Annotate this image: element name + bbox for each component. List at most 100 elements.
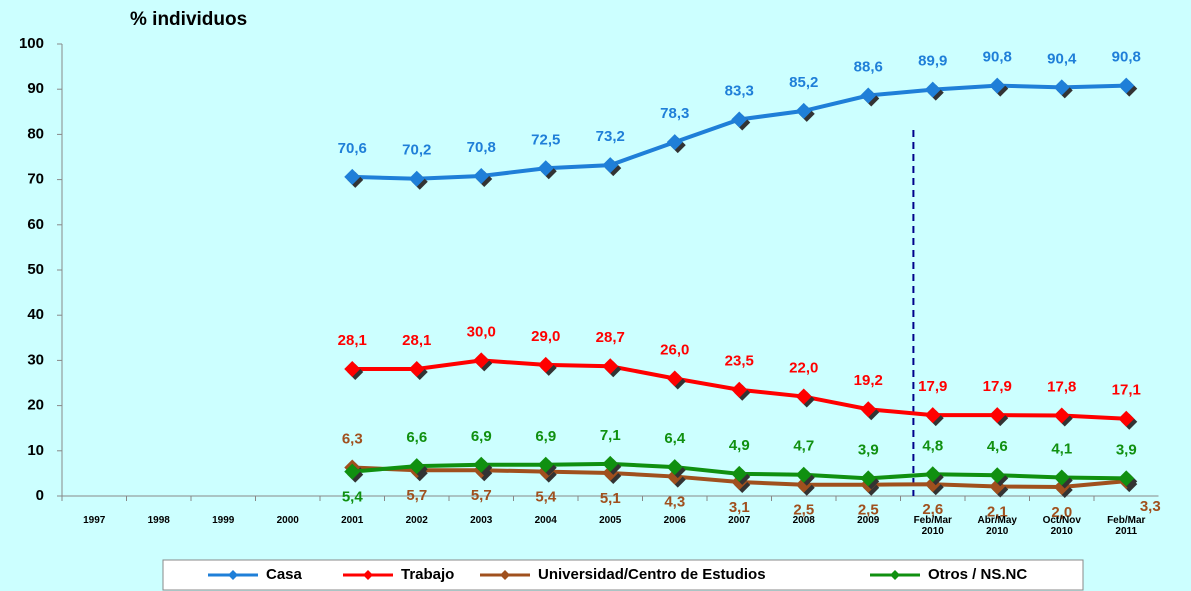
data-label: 17,9 <box>983 378 1012 395</box>
data-label: 19,2 <box>854 372 883 389</box>
marker <box>989 407 1006 424</box>
marker <box>344 168 361 185</box>
data-label: 78,3 <box>660 105 689 122</box>
data-label: 2,5 <box>793 502 814 519</box>
data-label: 88,6 <box>854 58 883 75</box>
data-label: 83,3 <box>725 82 754 99</box>
x-tick-label: Abr/May 2010 <box>977 515 1017 537</box>
marker <box>537 160 554 177</box>
legend-box <box>162 559 1084 591</box>
legend-marker <box>500 570 510 580</box>
series-line <box>352 83 1127 181</box>
y-axis-label: % individuos <box>130 9 247 30</box>
x-tick-label: 1998 <box>147 515 170 526</box>
x-tick-label: 1997 <box>83 515 106 526</box>
data-label: 72,5 <box>531 131 560 148</box>
y-tick-label: 90 <box>27 80 44 97</box>
data-label: 3,1 <box>729 499 750 516</box>
data-label: 6,6 <box>406 429 427 446</box>
data-label: 3,9 <box>1116 441 1137 458</box>
data-label: 3,3 <box>1140 498 1161 515</box>
x-tick-label: Oct/Nov 2010 <box>1042 515 1081 537</box>
marker <box>795 466 812 483</box>
marker <box>408 360 425 377</box>
data-label: 6,4 <box>664 430 686 447</box>
data-label: 4,1 <box>1051 440 1072 457</box>
data-label: 26,0 <box>660 341 689 358</box>
x-tick-label: 2002 <box>405 515 428 526</box>
marker <box>795 388 812 405</box>
legend-label: Otros / NS.NC <box>928 566 1027 583</box>
data-label: 6,3 <box>342 430 363 447</box>
marker <box>1118 77 1135 94</box>
data-label: 90,8 <box>1112 49 1141 66</box>
marker <box>666 370 683 387</box>
data-label: 2,5 <box>858 502 879 519</box>
marker <box>731 381 748 398</box>
data-label: 90,4 <box>1047 50 1077 67</box>
data-label: 4,3 <box>664 494 685 511</box>
marker <box>1053 407 1070 424</box>
data-label: 28,1 <box>338 332 367 349</box>
marker <box>473 456 490 473</box>
marker <box>473 167 490 184</box>
data-label: 5,1 <box>600 490 621 507</box>
x-tick-label: Feb/Mar 2011 <box>1107 515 1146 537</box>
data-label: 7,1 <box>600 427 621 444</box>
marker <box>602 157 619 174</box>
marker <box>473 352 490 369</box>
legend-marker <box>363 570 373 580</box>
marker <box>989 467 1006 484</box>
marker <box>795 102 812 119</box>
data-label: 23,5 <box>725 353 754 370</box>
marker <box>1118 410 1135 427</box>
x-tick-label: 2007 <box>728 515 751 526</box>
data-label: 5,4 <box>535 489 557 506</box>
legend-label: Casa <box>266 566 303 583</box>
data-label: 2,6 <box>922 501 943 518</box>
legend-label: Trabajo <box>401 566 454 583</box>
y-tick-label: 30 <box>27 351 44 368</box>
data-label: 89,9 <box>918 53 947 70</box>
marker <box>602 358 619 375</box>
y-tick-label: 0 <box>36 487 44 504</box>
marker <box>666 459 683 476</box>
marker <box>924 466 941 483</box>
marker <box>408 458 425 475</box>
data-label: 17,9 <box>918 378 947 395</box>
marker <box>602 455 619 472</box>
data-label: 4,8 <box>922 437 943 454</box>
marker <box>344 463 361 480</box>
y-tick-label: 70 <box>27 171 44 188</box>
marker <box>924 81 941 98</box>
data-label: 85,2 <box>789 74 818 91</box>
x-tick-label: 2009 <box>857 515 880 526</box>
data-label: 17,8 <box>1047 379 1076 396</box>
y-tick-label: 80 <box>27 125 44 142</box>
legend-marker <box>228 570 238 580</box>
marker <box>666 134 683 151</box>
data-label: 5,4 <box>342 489 364 506</box>
marker <box>731 465 748 482</box>
x-tick-label: 2005 <box>599 515 622 526</box>
marker <box>860 401 877 418</box>
data-label: 30,0 <box>467 323 496 340</box>
y-tick-label: 40 <box>27 306 44 323</box>
data-label: 4,9 <box>729 437 750 454</box>
marker <box>537 456 554 473</box>
marker <box>344 360 361 377</box>
data-label: 70,2 <box>402 142 431 159</box>
y-tick-label: 60 <box>27 216 44 233</box>
y-tick-label: 20 <box>27 397 44 414</box>
x-tick-label: 2001 <box>341 515 364 526</box>
marker <box>1053 79 1070 96</box>
marker <box>989 77 1006 94</box>
marker <box>731 111 748 128</box>
legend-marker <box>890 570 900 580</box>
data-label: 28,1 <box>402 332 431 349</box>
marker <box>537 356 554 373</box>
data-label: 22,0 <box>789 360 818 377</box>
x-tick-label: 2004 <box>534 515 557 526</box>
marker <box>860 87 877 104</box>
